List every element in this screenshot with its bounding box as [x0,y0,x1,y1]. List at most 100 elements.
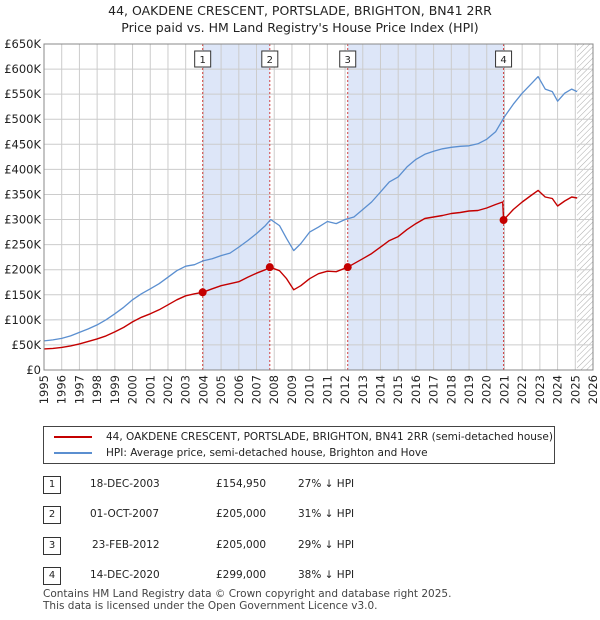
y-tick-label: £550K [4,87,41,101]
x-tick-label: 2011 [320,375,334,404]
x-tick-label: 2005 [214,375,228,404]
sale-number-badge [495,50,513,68]
sale-number-label: 1 [199,55,205,66]
x-tick-label: 2001 [143,375,157,404]
x-tick-label: 1999 [108,375,122,404]
sale-number-badge [194,50,212,68]
sale-point [343,263,352,272]
sale-point [265,263,274,272]
title-line-1: 44, OAKDENE CRESCENT, PORTSLADE, BRIGHTO… [108,3,492,18]
transaction-price: £299,000 [216,569,267,581]
y-tick-label: £400K [4,162,41,176]
y-tick-label: £650K [4,37,41,51]
x-tick-label: 2006 [232,375,246,404]
x-tick-label: 2010 [303,375,317,404]
holding-period-shade [347,44,504,370]
legend-item-hpi: HPI: Average price, semi-detached house,… [54,445,428,461]
transaction-row: 2 01-OCT-2007 £205,000 31% ↓ HPI [0,506,600,526]
footer-line-2: This data is licensed under the Open Gov… [43,600,378,612]
legend-hpi-swatch [54,452,92,454]
x-tick-label: 2022 [515,375,529,404]
chart-title: 44, OAKDENE CRESCENT, PORTSLADE, BRIGHTO… [0,2,600,36]
y-tick-label: £350K [4,187,41,201]
transaction-date: 14-DEC-2020 [90,569,160,581]
x-tick-label: 2007 [250,375,264,404]
sale-number-badge [261,50,279,68]
y-tick-label: £100K [4,313,41,327]
transaction-date: 01-OCT-2007 [90,508,159,520]
x-tick-label: 2021 [497,375,511,404]
transaction-row: 1 18-DEC-2003 £154,950 27% ↓ HPI [0,476,600,496]
legend-item-price: 44, OAKDENE CRESCENT, PORTSLADE, BRIGHTO… [54,429,553,445]
transaction-marker-badge: 3 [43,537,61,555]
transaction-price: £154,950 [216,478,267,490]
transaction-date: 23-FEB-2012 [92,539,160,551]
x-tick-label: 1998 [90,375,104,404]
plot-frame [43,43,594,371]
legend-price-swatch [54,436,92,438]
x-tick-label: 1995 [37,375,51,404]
x-tick-label: 2003 [179,375,193,404]
transaction-marker-badge: 1 [43,476,61,494]
transaction-marker-badge: 2 [43,506,61,524]
x-tick-label: 2019 [462,375,476,404]
x-tick-label: 2012 [338,375,352,404]
transaction-marker-badge: 4 [43,567,61,585]
series-group [44,75,578,350]
price-chart: £0 £50K £100K £150K £200K £250K £300K £350K £400… [4,37,600,404]
transaction-row: 3 23-FEB-2012 £205,000 29% ↓ HPI [0,537,600,557]
x-tick-label: 2016 [409,375,423,404]
y-tick-label: £200K [4,263,41,277]
x-tick-label: 2013 [356,375,370,404]
sale-number-label: 4 [500,55,506,66]
transaction-date: 18-DEC-2003 [90,478,160,490]
forecast-hatch [577,44,593,370]
sale-number-label: 3 [345,55,351,66]
transaction-price: £205,000 [216,508,267,520]
legend-price-label: 44, OAKDENE CRESCENT, PORTSLADE, BRIGHTO… [106,431,553,443]
x-tick-label: 2017 [427,375,441,404]
x-tick-label: 2025 [568,375,582,404]
transaction-hpi-diff: 29% ↓ HPI [298,539,355,551]
y-tick-label: £600K [4,62,41,76]
sale-number-label: 2 [267,55,273,66]
transaction-hpi-diff: 31% ↓ HPI [298,508,355,520]
x-tick-label: 2008 [267,375,281,404]
legend-hpi-label: HPI: Average price, semi-detached house,… [106,447,428,459]
x-tick-label: 2002 [161,375,175,404]
x-tick-label: 2024 [551,375,565,404]
x-tick-label: 2015 [391,375,405,404]
plot-background [44,44,593,370]
footer-line-1: Contains HM Land Registry data © Crown c… [43,588,452,600]
y-tick-label: £450K [4,137,41,151]
transaction-hpi-diff: 27% ↓ HPI [298,478,355,490]
x-tick-label: 2020 [480,375,494,404]
x-tick-label: 2000 [126,375,140,404]
x-tick-label: 2023 [533,375,547,404]
transaction-price: £205,000 [216,539,267,551]
x-tick-label: 2009 [285,375,299,404]
y-tick-label: £50K [12,338,42,352]
price-series-line [44,189,578,350]
sale-number-badge [339,50,357,68]
x-tick-label: 1996 [55,375,69,404]
footer-attribution: Contains HM Land Registry data © Crown c… [43,588,451,612]
y-tick-label: £0 [26,363,41,377]
y-tick-label: £150K [4,288,41,302]
x-tick-label: 2026 [586,375,600,404]
y-tick-label: £250K [4,238,41,252]
y-tick-label: £300K [4,213,41,227]
x-tick-label: 2018 [444,375,458,404]
x-tick-label: 2014 [373,375,387,404]
y-tick-label: £500K [4,112,41,126]
sale-point [198,288,207,297]
legend: 44, OAKDENE CRESCENT, PORTSLADE, BRIGHTO… [43,426,555,464]
x-tick-label: 1997 [72,375,86,404]
holding-period-shade [202,44,270,370]
title-line-2: Price paid vs. HM Land Registry's House … [121,20,479,35]
sale-point [499,216,508,225]
transaction-hpi-diff: 38% ↓ HPI [298,569,355,581]
hpi-series-line [44,75,578,342]
transaction-row: 4 14-DEC-2020 £299,000 38% ↓ HPI [0,567,600,587]
x-tick-label: 2004 [196,375,210,404]
